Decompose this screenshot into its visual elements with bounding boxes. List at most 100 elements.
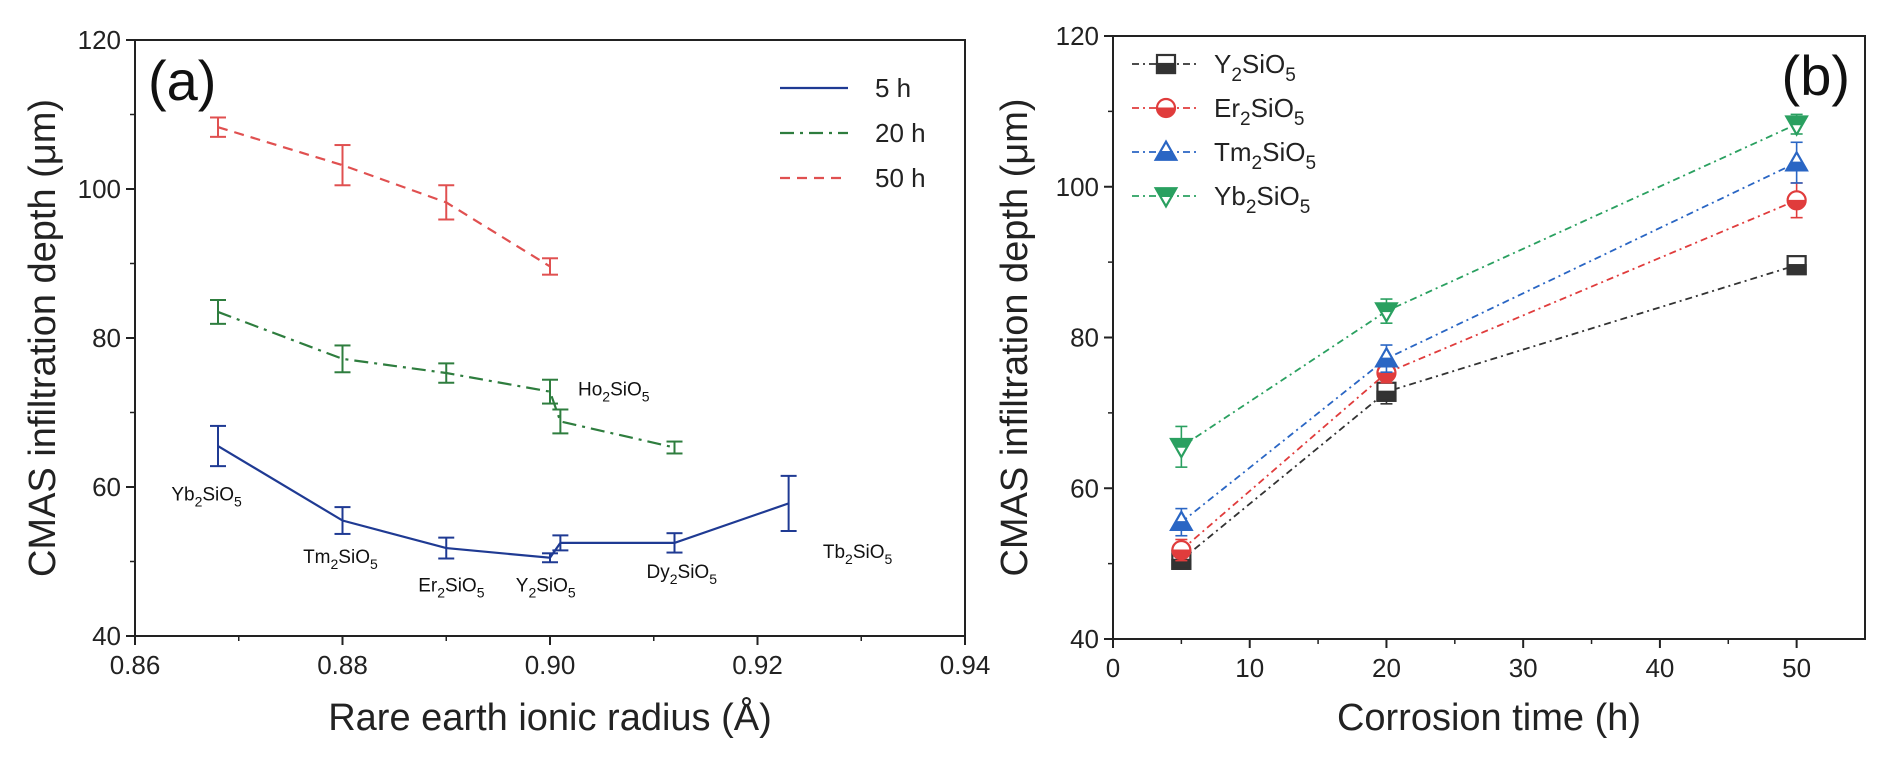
legend-label: Y2SiO5 (1214, 49, 1296, 86)
legend-item: Tm2SiO5 (1132, 137, 1316, 174)
y-tick-label: 40 (92, 621, 121, 651)
error-bar (210, 116, 226, 138)
error-bar (542, 552, 558, 564)
x-tick-label: 30 (1509, 653, 1538, 683)
y-axis-label: CMAS infiltration depth (μm) (994, 98, 1036, 576)
data-point-circle (1171, 539, 1192, 561)
x-axis-label: Corrosion time (h) (1337, 697, 1641, 739)
data-label-er2sio5: Er2SiO5 (418, 575, 484, 600)
y-tick-label: 80 (92, 323, 121, 353)
data-point-triangle-down (1153, 187, 1179, 209)
series-line (217, 445, 789, 559)
data-point-square (1155, 53, 1177, 75)
error-bar (334, 506, 351, 535)
x-tick-label: 50 (1782, 653, 1811, 683)
series-20h (210, 299, 683, 455)
legend-label: 50 h (875, 163, 926, 193)
legend-item: Er2SiO5 (1132, 93, 1305, 130)
data-label-yb2sio5: Yb2SiO5 (171, 484, 242, 509)
y-tick-label: 100 (1056, 172, 1099, 202)
legend-item: Yb2SiO5 (1132, 181, 1310, 218)
x-tick-label: 0.92 (732, 650, 783, 680)
x-axis-label: Rare earth ionic radius (Å) (328, 695, 772, 739)
legend: 5 h 20 h 50 h (780, 73, 926, 193)
error-bar (210, 424, 226, 468)
error-bar (542, 257, 558, 276)
y-tick-label: 120 (78, 25, 121, 55)
data-point-triangle-down (1374, 302, 1399, 324)
data-label-y2sio5: Y2SiO5 (516, 575, 576, 600)
error-bar (210, 299, 226, 325)
marker-half-fill (1375, 302, 1398, 313)
series-y2sio5 (1171, 255, 1807, 570)
data-point-triangle-down (1784, 115, 1809, 137)
legend-label: Er2SiO5 (1214, 93, 1305, 130)
y-tick-label: 40 (1070, 624, 1099, 654)
marker-half-fill (1787, 199, 1807, 210)
x-tick-label: 40 (1645, 653, 1674, 683)
data-label-ho2sio5: Ho2SiO5 (578, 379, 650, 404)
y-tick-label: 100 (78, 174, 121, 204)
series-line (1180, 199, 1797, 551)
x-tick-label: 0.94 (940, 650, 991, 680)
y-tick-label: 80 (1070, 323, 1099, 353)
marker-half-fill (1785, 161, 1808, 171)
series-line (217, 126, 551, 268)
data-point-triangle-up (1784, 150, 1809, 172)
series-yb2sio5 (1169, 113, 1809, 468)
marker-half-fill (1170, 521, 1193, 531)
y-tick-label: 60 (92, 472, 121, 502)
series-line (217, 310, 675, 449)
data-label-dy2sio5: Dy2SiO5 (646, 562, 717, 587)
marker-half-fill (1154, 150, 1178, 161)
data-point-circle (1786, 190, 1807, 211)
series-5h (210, 424, 797, 564)
error-bar (666, 532, 683, 554)
series-50h (210, 116, 558, 276)
error-bar (542, 378, 558, 405)
x-tick-label: 0.90 (525, 650, 576, 680)
legend-label: 5 h (875, 73, 911, 103)
error-bar (780, 474, 797, 532)
legend-label: 20 h (875, 118, 926, 148)
y-tick-label: 60 (1070, 473, 1099, 503)
data-point-circle (1155, 97, 1177, 119)
marker-half-fill (1785, 115, 1808, 126)
data-label-tm2sio5: Tm2SiO5 (303, 547, 378, 572)
data-point-triangle-up (1169, 509, 1194, 532)
data-label-tb2sio5: Tb2SiO5 (823, 542, 893, 567)
series-line (1180, 161, 1798, 523)
legend-item: Y2SiO5 (1132, 49, 1296, 86)
error-bar (438, 536, 455, 560)
error-bar (552, 408, 569, 435)
marker-half-fill (1170, 438, 1193, 448)
legend-label: Yb2SiO5 (1214, 181, 1310, 218)
y-axis-label: CMAS infiltration depth (μm) (22, 99, 64, 577)
marker-half-fill (1375, 357, 1398, 367)
marker-half-fill (1171, 549, 1191, 560)
error-bar (438, 362, 455, 384)
series-line (1180, 264, 1797, 561)
marker-half-fill (1156, 107, 1176, 118)
marker-half-fill (1786, 264, 1807, 276)
error-bar (666, 440, 683, 455)
panel-a: 0.86 0.88 0.90 0.92 0.94 40 60 80 100 120 Rare ear… (22, 25, 990, 739)
plot-frame (1112, 35, 1866, 640)
error-bar (334, 144, 351, 187)
marker-half-fill (1376, 390, 1397, 402)
panel-label: (a) (148, 49, 216, 112)
marker-half-fill (1155, 62, 1177, 75)
x-tick-label: 0.88 (317, 650, 368, 680)
y-tick-label: 120 (1056, 21, 1099, 51)
x-tick-label: 0.86 (110, 650, 161, 680)
x-tick-label: 10 (1235, 653, 1264, 683)
series-line (1180, 123, 1798, 448)
error-bar (438, 184, 455, 221)
data-point-triangle-up (1153, 139, 1179, 161)
data-point-square (1786, 255, 1807, 276)
data-point-square (1376, 381, 1397, 402)
error-bar (552, 534, 569, 552)
panel-label: (b) (1782, 44, 1850, 107)
legend: Y2SiO5 Er2SiO5 Tm2SiO5 Yb2SiO5 (1132, 49, 1316, 218)
